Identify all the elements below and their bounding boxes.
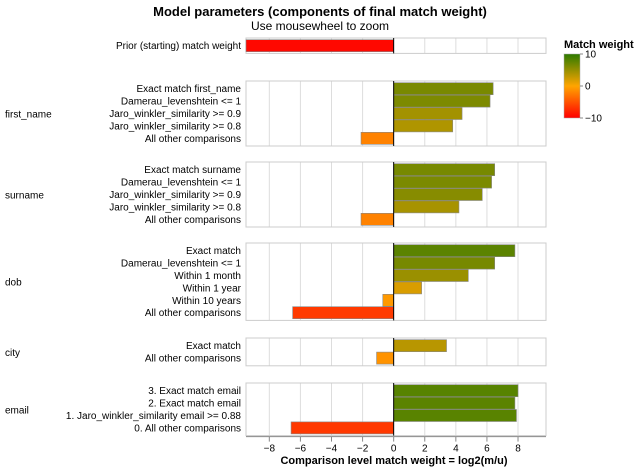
row-label: Prior (starting) match weight [116,41,241,52]
x-tick-label: 2 [422,444,428,455]
legend-tick-label: 10 [585,50,597,61]
legend-tick-label: 0 [585,82,591,93]
bar-dob-1[interactable] [393,256,496,270]
row-label: Damerau_levenshtein <= 1 [121,178,242,189]
facet-email: 3. Exact match email 2. Exact match email… [5,382,547,437]
row-label: Damerau_levenshtein <= 1 [121,259,242,270]
row-label: Exact match [186,341,241,352]
bar-dob-2[interactable] [393,269,469,282]
facet-frame [245,337,547,367]
x-axis: −8 −6 −4 −2 0 2 4 6 8 [246,436,546,455]
bar-first_name-0[interactable] [393,82,494,95]
bar-surname-0[interactable] [393,163,496,176]
facet-frame [245,382,547,437]
x-tick-label: −2 [357,444,369,455]
row-label: All other comparisons [145,354,241,365]
row-label: Exact match first_name [137,84,242,95]
facet-surname: Exact match surname Damerau_levenshtein <… [5,161,547,228]
facet-label: surname [5,191,44,202]
bar-email-3[interactable] [290,421,394,435]
bar-city-1[interactable] [376,351,394,365]
facet-city: Exact match All other comparisons city [5,337,547,367]
row-label: 3. Exact match email [148,386,241,397]
x-tick-label: −6 [295,444,307,455]
bar-surname-1[interactable] [393,175,492,189]
row-label: All other comparisons [145,308,241,319]
x-tick-label: −4 [326,444,338,455]
bar-email-0[interactable] [393,384,519,398]
row-label: 0. All other comparisons [134,423,241,434]
x-tick-label: 0 [391,444,397,455]
facet-prior: Prior (starting) match weight [116,37,547,54]
row-label: Jaro_winkler_similarity >= 0.8 [109,121,241,132]
row-label: All other comparisons [145,134,241,145]
bar-email-1[interactable] [393,396,516,410]
row-label: Within 1 month [174,271,241,282]
x-tick-label: 6 [484,444,490,455]
facet-label: city [5,348,20,359]
chart-title: Model parameters (components of final ma… [153,4,487,19]
row-label: 2. Exact match email [148,399,241,410]
chart-subtitle: Use mousewheel to zoom [251,19,389,33]
bar-city-0[interactable] [393,339,447,353]
bar-surname-4[interactable] [360,213,394,226]
row-label: Jaro_winkler_similarity >= 0.9 [109,190,241,201]
legend-gradient [563,53,581,119]
bar-first_name-3[interactable] [393,119,454,133]
bar-surname-2[interactable] [393,188,483,201]
row-label: Exact match [186,246,241,257]
bar-surname-3[interactable] [393,200,460,214]
x-tick-label: 4 [453,444,459,455]
bar-dob-5[interactable] [292,306,394,320]
bar-email-2[interactable] [393,409,517,422]
legend-title: Match weight [564,39,634,51]
x-tick-label: −8 [264,444,276,455]
facet-first_name: Exact match first_name Damerau_levenshtei… [5,80,547,147]
plot-area[interactable]: Prior (starting) match weight Exact match… [5,37,547,437]
facet-label: first_name [5,110,52,121]
bar-dob-3[interactable] [393,281,422,295]
row-label: 1. Jaro_winkler_similarity email >= 0.88 [66,411,242,422]
row-label: Within 10 years [172,296,241,307]
bar-first_name-4[interactable] [360,132,394,145]
facet-frame [245,80,547,147]
facet-frame [245,242,547,321]
facet-label: dob [5,278,22,289]
facet-frame [245,161,547,228]
bar-dob-4[interactable] [382,293,394,307]
row-label: Exact match surname [144,165,241,176]
bar-prior-0[interactable] [245,39,394,53]
bar-first_name-2[interactable] [393,107,463,120]
legend: Match weight 10 0 −10 [563,39,634,125]
row-label: All other comparisons [145,215,241,226]
x-tick-label: 8 [515,444,521,455]
bar-dob-0[interactable] [393,244,516,257]
row-label: Damerau_levenshtein <= 1 [121,97,242,108]
legend-tick-label: −10 [585,114,602,125]
row-label: Jaro_winkler_similarity >= 0.9 [109,109,241,120]
row-label: Jaro_winkler_similarity >= 0.8 [109,202,241,213]
x-axis-title: Comparison level match weight = log2(m/u… [280,455,507,467]
facet-label: email [5,405,29,416]
row-label: Within 1 year [183,283,242,294]
bar-first_name-1[interactable] [393,94,491,108]
